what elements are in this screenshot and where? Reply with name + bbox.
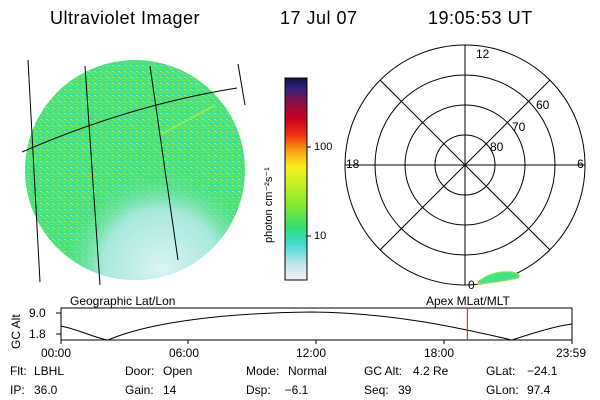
longitude-line-2 (84, 65, 101, 286)
status-dsp-value: −6.1 (278, 383, 309, 397)
status-gcalt-value: 4.2 Re (413, 364, 449, 378)
status-glat-value: −24.1 (527, 364, 558, 378)
colorbar-tick-label-100: 100 (314, 141, 333, 153)
lat-label-80: 80 (490, 140, 504, 154)
altitude-ylabel: GC Alt (9, 314, 23, 349)
longitude-line-3 (149, 65, 179, 261)
status-filter-key: Flt: (10, 364, 27, 378)
auroral-oval-patch (477, 271, 520, 285)
colorbar (284, 77, 311, 281)
geographic-caption: Geographic Lat/Lon (70, 294, 176, 308)
mlt-label-0: 0 (468, 278, 475, 292)
longitude-line-1 (27, 59, 41, 283)
mlt-label-12: 12 (476, 47, 490, 61)
status-door-value: Open (163, 364, 193, 378)
status-door-key: Door: (125, 364, 155, 378)
status-mode-key: Mode: (246, 364, 280, 378)
time-tick-2359: 23:59 (556, 346, 587, 360)
mlt-label-18: 18 (346, 157, 360, 171)
status-glat-key: GLat: (486, 364, 516, 378)
status-gain-key: Gain: (125, 383, 154, 397)
status-dsp-key: Dsp: (246, 383, 271, 397)
earth-disk-image (25, 60, 245, 280)
time-label: 19:05:53 UT (428, 8, 533, 28)
status-ip-value: 36.0 (34, 383, 58, 397)
latitude-line (21, 87, 238, 153)
geographic-grid (21, 59, 246, 286)
status-gain-value: 14 (163, 383, 177, 397)
time-tick-0000: 00:00 (41, 346, 72, 360)
mlt-label-6: 6 (577, 157, 584, 171)
polar-diagonal-2 (379, 79, 551, 251)
status-glon-key: GLon: (486, 383, 519, 397)
status-glon-value: 97.4 (527, 383, 551, 397)
altitude-curve (60, 311, 573, 341)
altitude-plot (56, 307, 573, 344)
status-seq-value: 39 (398, 383, 412, 397)
time-tick-1200: 12:00 (296, 346, 327, 360)
colorbar-unit-label: photon cm⁻²s⁻¹ (263, 167, 275, 243)
status-filter-value: LBHL (34, 364, 65, 378)
altitude-plot-frame (60, 307, 573, 341)
time-tick-0600: 06:00 (169, 346, 200, 360)
time-tick-1800: 18:00 (424, 346, 455, 360)
lat-label-70: 70 (512, 120, 526, 134)
status-mode-value: Normal (288, 364, 327, 378)
status-seq-key: Seq: (364, 383, 389, 397)
altitude-ytick-1-8: 1.8 (29, 327, 46, 341)
lat-label-60: 60 (536, 98, 550, 112)
apex-caption: Apex MLat/MLT (426, 294, 510, 308)
altitude-ytick-9: 9.0 (29, 306, 46, 320)
longitude-line-4 (237, 63, 246, 106)
instrument-title: Ultraviolet Imager (50, 8, 201, 28)
polar-plot (344, 44, 586, 286)
status-ip-key: IP: (10, 383, 25, 397)
colorbar-tick-label-10: 10 (314, 230, 327, 242)
status-gcalt-key: GC Alt: (364, 364, 403, 378)
date-label: 17 Jul 07 (280, 8, 358, 28)
